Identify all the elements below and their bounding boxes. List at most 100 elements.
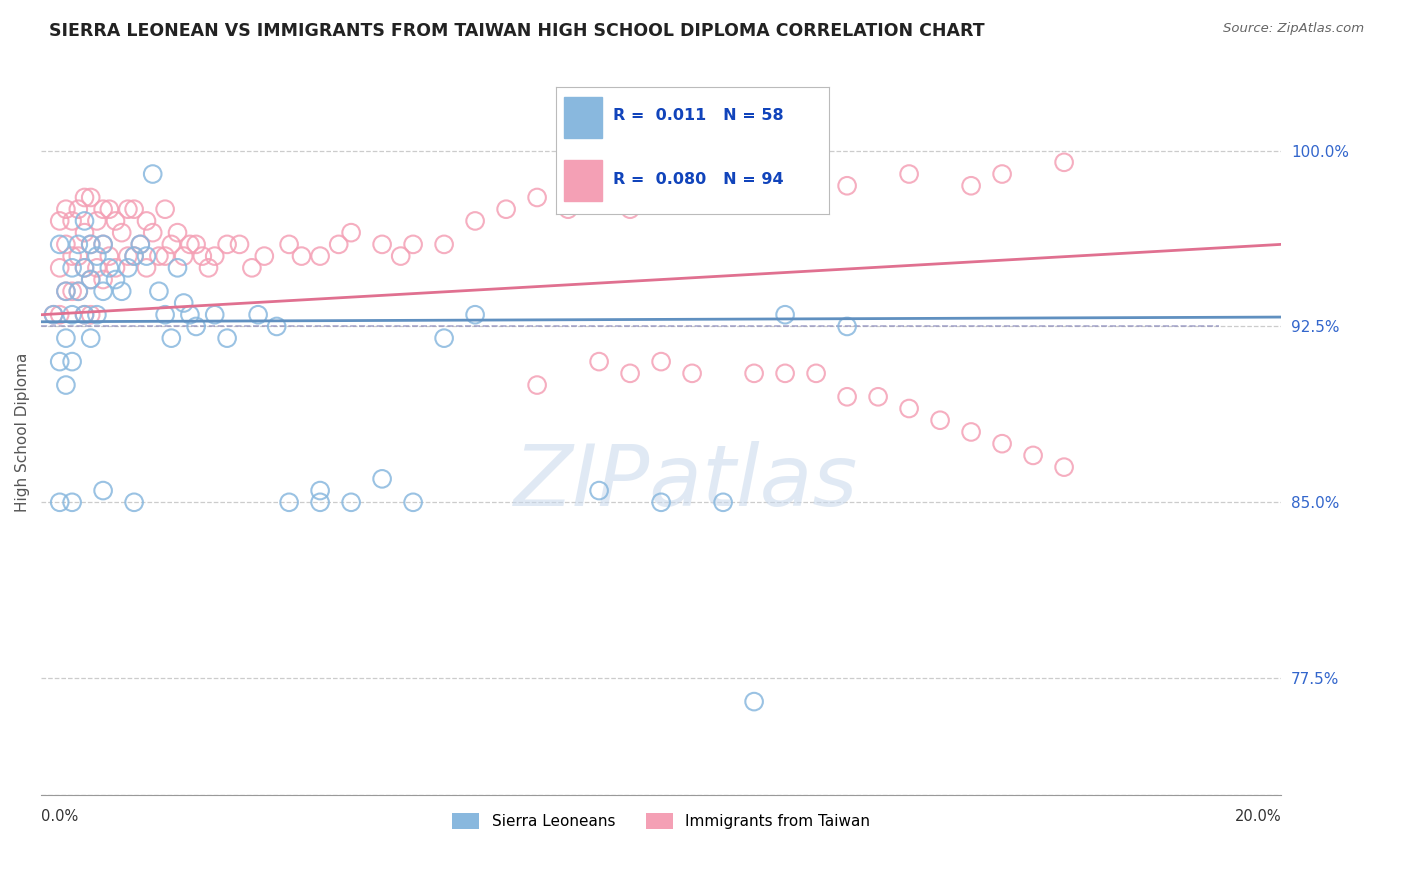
Text: Source: ZipAtlas.com: Source: ZipAtlas.com	[1223, 22, 1364, 36]
Point	[73, 214, 96, 228]
Point	[588, 483, 610, 498]
Point	[80, 190, 103, 204]
Point	[290, 249, 312, 263]
Point	[166, 226, 188, 240]
Point	[135, 249, 157, 263]
Point	[240, 260, 263, 275]
Point	[73, 190, 96, 204]
Point	[309, 483, 332, 498]
Point	[73, 308, 96, 322]
Point	[86, 308, 108, 322]
Point	[73, 226, 96, 240]
Point	[148, 285, 170, 299]
Point	[86, 214, 108, 228]
Point	[197, 260, 219, 275]
Point	[153, 308, 176, 322]
Point	[868, 390, 890, 404]
Point	[340, 226, 363, 240]
Point	[160, 237, 183, 252]
Point	[371, 237, 394, 252]
Point	[402, 495, 425, 509]
Point	[117, 202, 139, 217]
Point	[1053, 155, 1076, 169]
Text: 20.0%: 20.0%	[1234, 809, 1281, 824]
Point	[48, 237, 70, 252]
Point	[173, 296, 195, 310]
Point	[402, 237, 425, 252]
Point	[148, 249, 170, 263]
Point	[160, 331, 183, 345]
Point	[117, 249, 139, 263]
Point	[773, 367, 796, 381]
Point	[80, 308, 103, 322]
Point	[173, 249, 195, 263]
Point	[122, 249, 145, 263]
Point	[48, 260, 70, 275]
Point	[55, 237, 77, 252]
Point	[117, 260, 139, 275]
Point	[309, 249, 332, 263]
Point	[247, 308, 270, 322]
Point	[111, 285, 134, 299]
Point	[228, 237, 250, 252]
Point	[42, 308, 65, 322]
Point	[619, 367, 641, 381]
Point	[122, 495, 145, 509]
Point	[1053, 460, 1076, 475]
Point	[80, 331, 103, 345]
Point	[91, 237, 114, 252]
Point	[557, 202, 579, 217]
Point	[650, 354, 672, 368]
Point	[179, 308, 201, 322]
Y-axis label: High School Diploma: High School Diploma	[15, 352, 30, 512]
Point	[588, 354, 610, 368]
Point	[73, 308, 96, 322]
Point	[55, 331, 77, 345]
Point	[86, 249, 108, 263]
Point	[960, 425, 983, 439]
Point	[929, 413, 952, 427]
Point	[278, 495, 301, 509]
Point	[253, 249, 276, 263]
Point	[48, 214, 70, 228]
Point	[86, 260, 108, 275]
Point	[898, 167, 921, 181]
Point	[835, 319, 858, 334]
Point	[433, 331, 456, 345]
Point	[55, 378, 77, 392]
Point	[166, 260, 188, 275]
Point	[129, 237, 152, 252]
Point	[60, 354, 83, 368]
Text: SIERRA LEONEAN VS IMMIGRANTS FROM TAIWAN HIGH SCHOOL DIPLOMA CORRELATION CHART: SIERRA LEONEAN VS IMMIGRANTS FROM TAIWAN…	[49, 22, 984, 40]
Point	[55, 285, 77, 299]
Point	[122, 249, 145, 263]
Point	[48, 354, 70, 368]
Point	[773, 308, 796, 322]
Point	[217, 331, 239, 345]
Point	[60, 308, 83, 322]
Point	[266, 319, 288, 334]
Point	[135, 214, 157, 228]
Point	[67, 202, 90, 217]
Point	[60, 214, 83, 228]
Point	[1022, 449, 1045, 463]
Point	[98, 202, 121, 217]
Point	[217, 237, 239, 252]
Point	[204, 308, 226, 322]
Point	[681, 178, 703, 193]
Point	[55, 285, 77, 299]
Point	[464, 214, 486, 228]
Point	[42, 308, 65, 322]
Point	[619, 202, 641, 217]
Point	[991, 167, 1014, 181]
Point	[98, 249, 121, 263]
Point	[309, 495, 332, 509]
Point	[60, 249, 83, 263]
Point	[91, 237, 114, 252]
Point	[111, 226, 134, 240]
Point	[91, 285, 114, 299]
Point	[60, 495, 83, 509]
Point	[91, 272, 114, 286]
Point	[104, 272, 127, 286]
Point	[681, 367, 703, 381]
